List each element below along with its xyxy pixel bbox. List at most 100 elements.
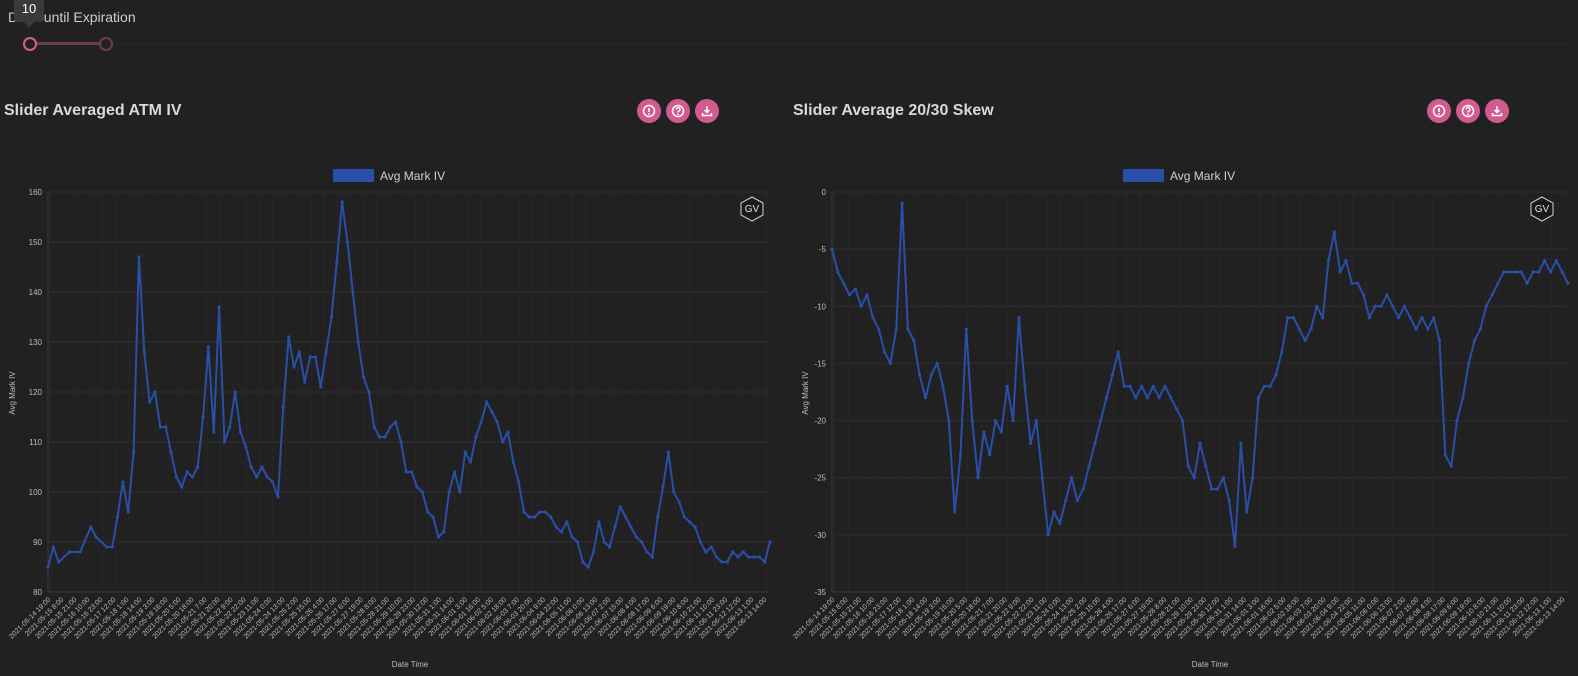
data-point[interactable] <box>244 445 248 449</box>
info-button[interactable] <box>1427 99 1451 123</box>
data-point[interactable] <box>1011 419 1015 423</box>
data-point[interactable] <box>763 560 767 564</box>
data-point[interactable] <box>185 470 189 474</box>
data-point[interactable] <box>994 419 998 423</box>
data-point[interactable] <box>1548 270 1553 274</box>
data-point[interactable] <box>1169 396 1173 400</box>
data-point[interactable] <box>495 420 499 424</box>
data-point[interactable] <box>458 490 462 494</box>
data-point[interactable] <box>158 425 162 429</box>
data-point[interactable] <box>581 560 585 564</box>
data-point[interactable] <box>1397 316 1401 320</box>
data-point[interactable] <box>1023 384 1027 388</box>
data-point[interactable] <box>1472 339 1477 343</box>
data-point[interactable] <box>918 373 922 377</box>
data-point[interactable] <box>752 555 756 559</box>
data-point[interactable] <box>404 470 408 474</box>
series-line-avg-mark-iv[interactable] <box>831 202 1569 548</box>
data-point[interactable] <box>958 453 963 457</box>
data-point[interactable] <box>1099 419 1103 423</box>
data-point[interactable] <box>217 305 221 309</box>
data-point[interactable] <box>517 480 521 484</box>
download-button[interactable] <box>1485 99 1509 123</box>
data-point[interactable] <box>559 530 564 534</box>
data-point[interactable] <box>57 560 61 564</box>
data-point[interactable] <box>650 555 654 559</box>
legend-swatch[interactable] <box>1123 169 1164 182</box>
data-point[interactable] <box>714 555 719 559</box>
data-point[interactable] <box>720 560 724 564</box>
data-point[interactable] <box>1432 316 1436 320</box>
data-point[interactable] <box>1484 304 1488 308</box>
data-point[interactable] <box>1093 441 1097 445</box>
data-point[interactable] <box>682 515 687 519</box>
data-point[interactable] <box>613 525 617 529</box>
data-point[interactable] <box>976 476 980 480</box>
data-point[interactable] <box>538 510 542 514</box>
data-point[interactable] <box>1087 464 1091 468</box>
data-point[interactable] <box>201 415 205 419</box>
data-point[interactable] <box>736 555 740 559</box>
data-point[interactable] <box>1402 304 1406 308</box>
data-point[interactable] <box>276 495 280 499</box>
data-point[interactable] <box>351 290 355 294</box>
data-point[interactable] <box>121 480 125 484</box>
data-point[interactable] <box>894 327 898 331</box>
data-point[interactable] <box>1104 396 1109 400</box>
series-line-avg-mark-iv[interactable] <box>47 201 771 568</box>
data-point[interactable] <box>51 545 55 549</box>
data-point[interactable] <box>1455 419 1459 423</box>
data-point[interactable] <box>842 281 846 285</box>
data-point[interactable] <box>399 440 403 444</box>
data-point[interactable] <box>629 525 633 529</box>
data-point[interactable] <box>206 345 210 349</box>
data-point[interactable] <box>666 450 671 454</box>
data-point[interactable] <box>1356 281 1360 285</box>
data-point[interactable] <box>1180 419 1185 423</box>
data-point[interactable] <box>501 440 505 444</box>
data-point[interactable] <box>94 535 98 539</box>
download-button[interactable] <box>695 99 719 123</box>
data-point[interactable] <box>308 355 312 359</box>
data-point[interactable] <box>324 350 328 354</box>
data-point[interactable] <box>238 430 243 434</box>
data-point[interactable] <box>1525 281 1529 285</box>
data-point[interactable] <box>169 450 173 454</box>
data-point[interactable] <box>115 515 120 519</box>
data-point[interactable] <box>618 505 622 509</box>
data-point[interactable] <box>506 430 510 434</box>
data-point[interactable] <box>688 520 692 524</box>
data-point[interactable] <box>345 240 350 244</box>
data-point[interactable] <box>1245 510 1249 514</box>
data-point[interactable] <box>865 293 869 297</box>
data-point[interactable] <box>836 270 840 274</box>
data-point[interactable] <box>570 535 574 539</box>
data-point[interactable] <box>1157 396 1161 400</box>
data-point[interactable] <box>1262 384 1266 388</box>
data-point[interactable] <box>1391 304 1395 308</box>
data-point[interactable] <box>1309 327 1313 331</box>
legend-label[interactable]: Avg Mark IV <box>1170 169 1235 183</box>
data-point[interactable] <box>329 315 334 319</box>
data-point[interactable] <box>265 475 269 479</box>
data-point[interactable] <box>709 545 713 549</box>
data-point[interactable] <box>1122 384 1126 388</box>
data-point[interactable] <box>132 450 136 454</box>
data-point[interactable] <box>1192 476 1196 480</box>
data-point[interactable] <box>1315 304 1319 308</box>
legend-swatch[interactable] <box>333 169 374 182</box>
data-point[interactable] <box>126 510 130 514</box>
data-point[interactable] <box>693 525 697 529</box>
help-button[interactable] <box>666 99 690 123</box>
data-point[interactable] <box>1017 316 1021 320</box>
data-point[interactable] <box>1379 304 1383 308</box>
data-point[interactable] <box>137 255 141 259</box>
data-point[interactable] <box>1414 327 1418 331</box>
data-point[interactable] <box>367 390 371 394</box>
data-point[interactable] <box>292 365 296 369</box>
data-point[interactable] <box>597 520 601 524</box>
data-point[interactable] <box>1321 316 1325 320</box>
data-point[interactable] <box>982 430 986 434</box>
data-point[interactable] <box>474 435 478 439</box>
data-point[interactable] <box>608 545 612 549</box>
